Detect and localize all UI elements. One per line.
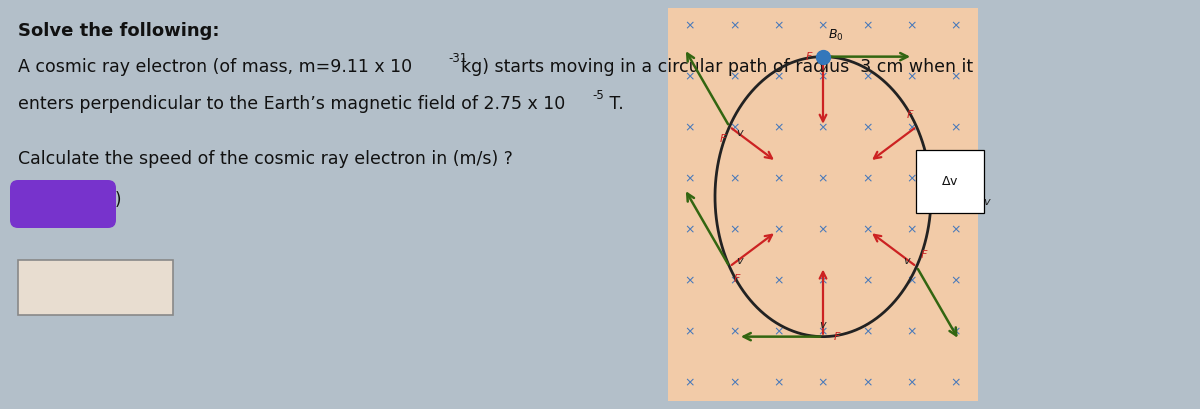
Text: ×: ×: [730, 377, 739, 389]
Text: ×: ×: [906, 70, 917, 83]
Text: ×: ×: [730, 20, 739, 32]
Text: ×: ×: [950, 377, 961, 389]
Text: ×: ×: [774, 173, 784, 186]
Text: ×: ×: [817, 20, 828, 32]
Text: ×: ×: [685, 377, 695, 389]
Text: ×: ×: [862, 121, 872, 135]
Text: ×: ×: [817, 121, 828, 135]
Text: ×: ×: [817, 223, 828, 236]
Text: ×: ×: [906, 121, 917, 135]
Text: F: F: [906, 110, 913, 119]
Text: ×: ×: [862, 326, 872, 339]
Text: ×: ×: [774, 223, 784, 236]
Text: ×: ×: [906, 173, 917, 186]
Text: ×: ×: [774, 377, 784, 389]
Text: ×: ×: [817, 326, 828, 339]
Text: ×: ×: [774, 326, 784, 339]
Text: v: v: [983, 197, 990, 207]
Text: F: F: [733, 274, 739, 284]
Text: ×: ×: [730, 223, 739, 236]
Text: ×: ×: [950, 173, 961, 186]
Text: ×: ×: [862, 274, 872, 288]
Text: ×: ×: [685, 121, 695, 135]
Text: ×: ×: [685, 20, 695, 32]
Text: ×: ×: [862, 173, 872, 186]
Text: v: v: [902, 256, 910, 265]
Text: ×: ×: [774, 70, 784, 83]
Text: ×: ×: [730, 121, 739, 135]
Text: ×: ×: [950, 70, 961, 83]
Text: ×: ×: [817, 274, 828, 288]
Text: F: F: [834, 332, 840, 342]
Text: ×: ×: [950, 223, 961, 236]
Text: ×: ×: [817, 70, 828, 83]
Text: ×: ×: [730, 70, 739, 83]
Text: ×: ×: [774, 20, 784, 32]
Text: ×: ×: [906, 20, 917, 32]
Text: ×: ×: [685, 223, 695, 236]
Text: Calculate the speed of the cosmic ray electron in (m/s) ?: Calculate the speed of the cosmic ray el…: [18, 150, 512, 168]
Text: ×: ×: [906, 223, 917, 236]
Text: ×: ×: [862, 223, 872, 236]
Text: ×: ×: [950, 326, 961, 339]
Text: $B_0$: $B_0$: [828, 27, 844, 43]
Text: F: F: [806, 52, 812, 62]
Text: ×: ×: [862, 377, 872, 389]
Text: enters perpendicular to the Earth’s magnetic field of 2.75 x 10: enters perpendicular to the Earth’s magn…: [18, 95, 565, 113]
Text: ×: ×: [685, 326, 695, 339]
Text: ×: ×: [862, 20, 872, 32]
Text: F: F: [920, 249, 926, 260]
FancyBboxPatch shape: [18, 260, 173, 315]
Text: ×: ×: [774, 274, 784, 288]
Text: kg) starts moving in a circular path of radius  3 cm when it: kg) starts moving in a circular path of …: [461, 58, 973, 76]
Text: ×: ×: [862, 70, 872, 83]
Bar: [668, 8, 978, 401]
Text: ×: ×: [817, 173, 828, 186]
Text: ×: ×: [950, 121, 961, 135]
Text: v: v: [737, 256, 743, 265]
Text: Solve the following:: Solve the following:: [18, 22, 220, 40]
Text: ×: ×: [906, 274, 917, 288]
Text: ×: ×: [730, 173, 739, 186]
Text: ×: ×: [685, 173, 695, 186]
Text: -31: -31: [448, 52, 467, 65]
Text: ×: ×: [906, 377, 917, 389]
Text: ×: ×: [817, 377, 828, 389]
Text: ×: ×: [774, 121, 784, 135]
Text: ×: ×: [685, 70, 695, 83]
Text: ×: ×: [730, 326, 739, 339]
Text: ×: ×: [906, 326, 917, 339]
Text: ×: ×: [730, 274, 739, 288]
Text: T.: T.: [604, 95, 624, 113]
Text: ): ): [115, 191, 121, 209]
Text: v: v: [737, 128, 743, 138]
Text: A cosmic ray electron (of mass, m=9.11 x 10: A cosmic ray electron (of mass, m=9.11 x…: [18, 58, 412, 76]
Text: ×: ×: [685, 274, 695, 288]
Text: ×: ×: [950, 20, 961, 32]
Text: $\Delta$v: $\Delta$v: [941, 175, 959, 188]
Text: v: v: [820, 320, 827, 330]
Text: F: F: [719, 134, 726, 144]
Text: v: v: [820, 64, 827, 74]
Text: -5: -5: [592, 89, 604, 102]
Text: ×: ×: [950, 274, 961, 288]
FancyBboxPatch shape: [10, 180, 116, 228]
